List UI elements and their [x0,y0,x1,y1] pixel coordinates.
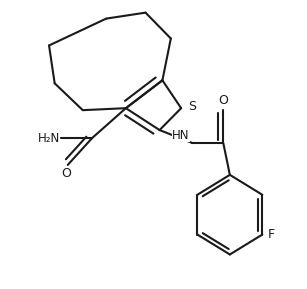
Text: O: O [61,167,71,180]
Text: S: S [188,100,196,113]
Text: HN: HN [172,129,189,142]
Text: F: F [268,228,275,241]
Text: H₂N: H₂N [37,131,60,144]
Text: O: O [218,94,228,107]
